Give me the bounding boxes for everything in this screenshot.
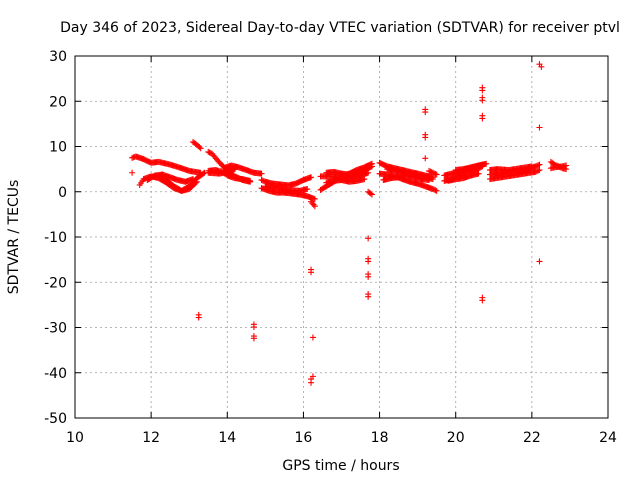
y-tick-label: -20 xyxy=(44,275,67,291)
data-point xyxy=(190,176,197,183)
data-point xyxy=(536,167,543,174)
data-points xyxy=(129,61,570,386)
data-point xyxy=(536,124,543,131)
x-tick-label: 12 xyxy=(142,430,160,446)
data-point xyxy=(231,166,238,173)
data-point xyxy=(250,324,257,331)
data-point xyxy=(479,87,486,94)
chart-title: Day 346 of 2023, Sidereal Day-to-day VTE… xyxy=(60,20,620,36)
data-point xyxy=(308,269,315,276)
x-tick-label: 10 xyxy=(66,430,84,446)
y-axis-label: SDTVAR / TECUs xyxy=(6,180,22,295)
data-point xyxy=(479,97,486,104)
data-point xyxy=(367,190,374,197)
data-point xyxy=(311,195,318,202)
data-point xyxy=(247,177,254,184)
data-point xyxy=(535,167,542,174)
data-point xyxy=(361,176,368,183)
data-point xyxy=(200,170,207,177)
data-point xyxy=(129,169,136,176)
data-point xyxy=(365,235,372,242)
x-axis: 10 12 14 16 18 20 22 24 xyxy=(66,56,617,446)
y-tick-label: -10 xyxy=(44,230,67,246)
data-point xyxy=(479,115,486,122)
x-tick-label: 24 xyxy=(599,430,617,446)
data-point xyxy=(432,170,439,177)
data-point xyxy=(422,155,429,162)
data-point xyxy=(308,174,315,181)
x-axis-label: GPS time / hours xyxy=(282,458,399,474)
data-point xyxy=(535,162,542,169)
y-tick-label: -40 xyxy=(44,366,67,382)
x-tick-label: 18 xyxy=(371,430,389,446)
data-point xyxy=(365,258,372,265)
data-point xyxy=(308,379,315,386)
data-point xyxy=(196,144,203,151)
data-point xyxy=(365,293,372,300)
x-tick-label: 22 xyxy=(523,430,541,446)
data-point xyxy=(192,179,199,186)
y-tick-label: 0 xyxy=(58,185,67,201)
data-point xyxy=(536,258,543,265)
x-tick-label: 14 xyxy=(218,430,236,446)
data-point xyxy=(368,191,375,198)
y-tick-label: -30 xyxy=(44,321,67,337)
data-point xyxy=(563,162,570,169)
x-tick-label: 20 xyxy=(447,430,465,446)
data-point xyxy=(538,63,545,70)
data-point xyxy=(309,334,316,341)
data-point xyxy=(433,187,440,194)
y-axis: -50 -40 -30 -20 -10 0 10 20 30 xyxy=(44,49,608,427)
data-point xyxy=(483,160,490,167)
data-point xyxy=(193,178,200,185)
data-point xyxy=(422,109,429,116)
data-point xyxy=(422,134,429,141)
data-point xyxy=(311,203,318,210)
y-tick-label: -50 xyxy=(44,411,67,427)
y-tick-label: 10 xyxy=(49,140,67,156)
data-point xyxy=(195,314,202,321)
data-point xyxy=(536,161,543,168)
data-point xyxy=(479,297,486,304)
data-point xyxy=(528,163,535,170)
data-point xyxy=(365,273,372,280)
data-point xyxy=(432,187,439,194)
data-point xyxy=(258,170,265,177)
y-tick-label: 30 xyxy=(49,49,67,65)
grid xyxy=(75,56,608,418)
y-tick-label: 20 xyxy=(49,94,67,110)
data-point xyxy=(433,171,440,178)
data-point xyxy=(250,335,257,342)
data-point xyxy=(429,176,436,183)
x-tick-label: 16 xyxy=(295,430,313,446)
plot-frame xyxy=(74,55,609,419)
data-point xyxy=(368,163,375,170)
data-point xyxy=(304,186,311,193)
data-point xyxy=(197,145,204,152)
data-point xyxy=(475,170,482,177)
